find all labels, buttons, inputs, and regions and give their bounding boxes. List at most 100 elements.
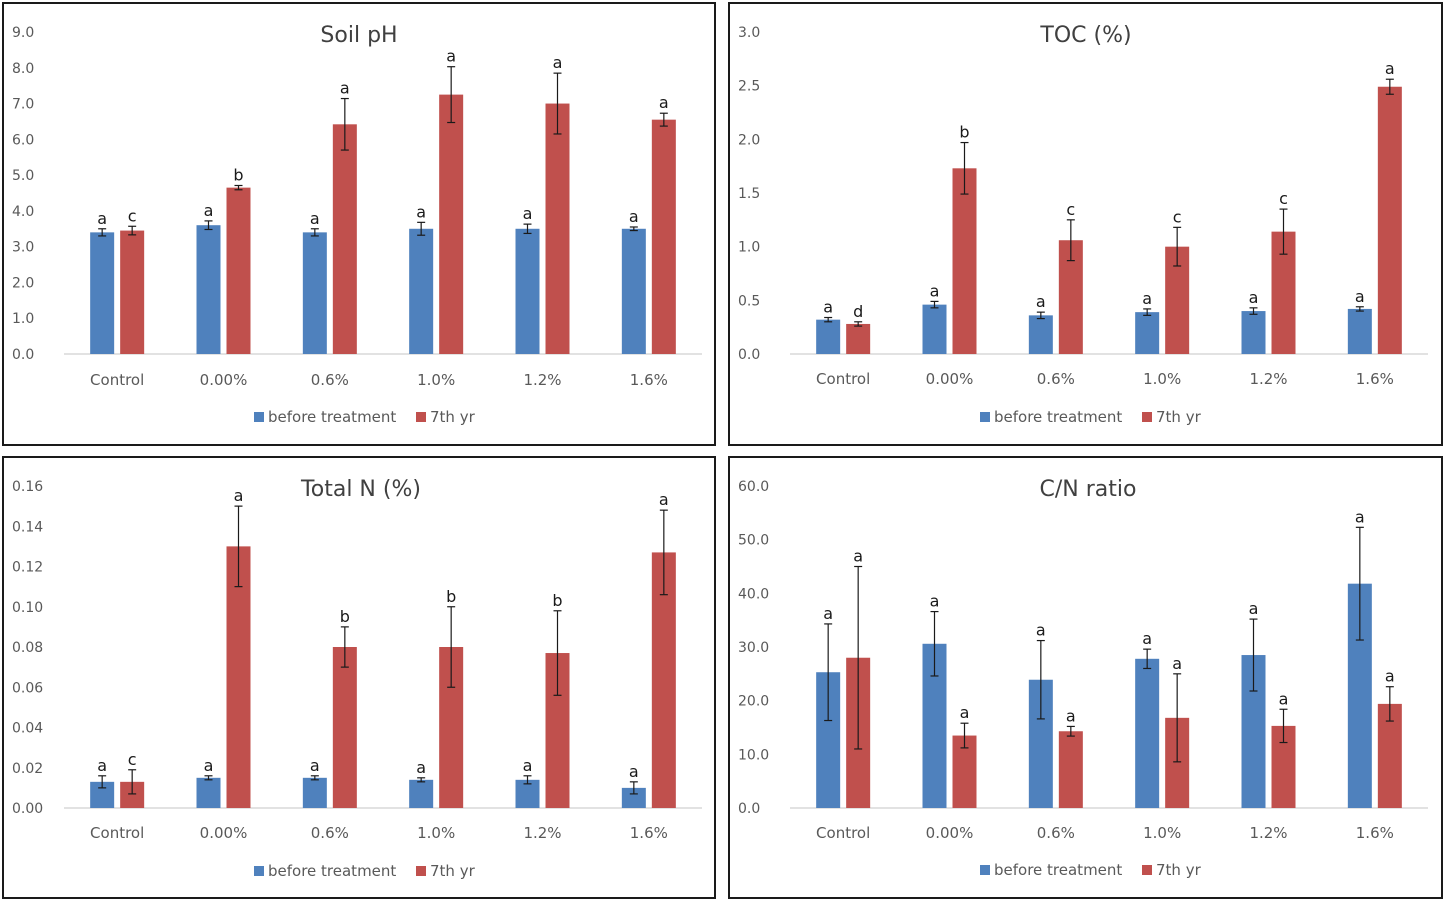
- y-tick-label: 2.0: [12, 275, 34, 291]
- significance-label: a: [446, 47, 456, 66]
- chart-total-n: Total N (%) 0.00 0.02 0.04 0.06 0.08 0.10 0.12 0…: [12, 477, 702, 880]
- significance-label: a: [629, 207, 639, 226]
- legend-swatch-before: [980, 865, 990, 875]
- y-tick-label: 4.0: [12, 204, 34, 220]
- significance-label: a: [659, 490, 669, 509]
- bar-before: [302, 777, 327, 808]
- legend-label-after: 7th yr: [430, 408, 476, 426]
- bar-before: [1028, 315, 1053, 354]
- significance-label: a: [823, 298, 833, 317]
- significance-label: a: [416, 758, 426, 777]
- bar-before: [409, 228, 434, 354]
- bar-before: [922, 304, 947, 354]
- legend-swatch-before: [980, 412, 990, 422]
- y-tick-label: 9.0: [12, 25, 34, 41]
- y-tick-label: 7.0: [12, 97, 34, 113]
- y-tick-label: 0.12: [12, 560, 43, 576]
- significance-label: a: [629, 762, 639, 781]
- significance-label: c: [128, 206, 137, 225]
- x-tick-label: 1.0%: [1143, 370, 1181, 388]
- significance-label: a: [930, 592, 940, 611]
- bar-after: [120, 230, 145, 354]
- significance-label: a: [1142, 629, 1152, 648]
- bar-after: [332, 647, 357, 808]
- significance-label: c: [1173, 207, 1182, 226]
- bar-after: [952, 168, 977, 354]
- significance-label: d: [853, 302, 863, 321]
- x-tick-label: 1.6%: [630, 371, 668, 389]
- significance-label: a: [1036, 292, 1046, 311]
- bar-before: [1135, 312, 1160, 354]
- y-tick-label: 0.02: [12, 761, 43, 777]
- x-tick-label: 1.0%: [1143, 824, 1181, 842]
- y-tick-label: 60.0: [738, 479, 769, 495]
- bar-before: [816, 319, 841, 354]
- bar-before: [1241, 311, 1266, 354]
- chart-title: TOC (%): [1039, 23, 1131, 48]
- bar-after: [226, 546, 251, 808]
- legend: before treatment 7th yr: [980, 861, 1202, 879]
- significance-label: b: [959, 123, 969, 142]
- chart-panel-soil-ph: Soil pH 0.0 1.0 2.0 3.0 4.0 5.0 6.0 7.0 8.0 9.0 a c C…: [2, 2, 716, 446]
- y-tick-label: 3.0: [12, 240, 34, 256]
- y-tick-label: 0.10: [12, 600, 43, 616]
- significance-label: a: [310, 756, 320, 775]
- significance-label: a: [204, 756, 214, 775]
- bar-after: [1058, 731, 1083, 808]
- significance-label: a: [960, 703, 970, 722]
- y-tick-label: 0.08: [12, 640, 43, 656]
- significance-label: a: [659, 93, 669, 112]
- significance-label: a: [234, 486, 244, 505]
- significance-label: a: [416, 202, 426, 221]
- y-tick-label: 0.0: [738, 347, 760, 363]
- significance-label: a: [523, 756, 533, 775]
- y-tick-label: 0.5: [738, 293, 760, 309]
- significance-label: a: [1279, 689, 1289, 708]
- y-tick-label: 0.06: [12, 680, 43, 696]
- y-tick-label: 20.0: [738, 694, 769, 710]
- significance-label: a: [1249, 288, 1259, 307]
- legend-label-before: before treatment: [994, 861, 1122, 879]
- bar-after: [120, 781, 145, 808]
- y-tick-label: 6.0: [12, 132, 34, 148]
- bar-after: [651, 119, 676, 355]
- legend: before treatment 7th yr: [254, 408, 476, 426]
- significance-label: a: [823, 604, 833, 623]
- significance-label: c: [128, 750, 137, 769]
- x-tick-label: 0.00%: [200, 824, 248, 842]
- legend-swatch-before: [254, 412, 264, 422]
- x-tick-label: Control: [816, 370, 870, 388]
- x-tick-label: 1.6%: [1356, 824, 1394, 842]
- chart-panel-total-n: Total N (%) 0.00 0.02 0.04 0.06 0.08 0.10 0.12 0…: [2, 456, 716, 899]
- legend-swatch-before: [254, 866, 264, 876]
- significance-label: a: [204, 201, 214, 220]
- significance-label: a: [1142, 289, 1152, 308]
- legend-swatch-after: [1142, 412, 1152, 422]
- significance-label: a: [853, 547, 863, 566]
- x-tick-label: 0.6%: [1037, 824, 1075, 842]
- significance-label: b: [340, 607, 350, 626]
- legend-label-after: 7th yr: [1156, 861, 1202, 879]
- bar-before: [196, 225, 221, 354]
- legend: before treatment 7th yr: [254, 862, 476, 880]
- significance-label: b: [446, 587, 456, 606]
- legend-label-before: before treatment: [268, 408, 396, 426]
- x-tick-label: 1.0%: [417, 824, 455, 842]
- x-tick-label: Control: [816, 824, 870, 842]
- x-tick-label: 1.2%: [523, 371, 561, 389]
- x-tick-label: 1.0%: [417, 371, 455, 389]
- significance-label: c: [1066, 200, 1075, 219]
- significance-label: a: [1385, 59, 1395, 78]
- x-tick-label: 0.00%: [200, 371, 248, 389]
- y-tick-label: 1.5: [738, 186, 760, 202]
- legend-swatch-after: [416, 412, 426, 422]
- significance-label: b: [552, 591, 562, 610]
- bar-before: [1135, 658, 1160, 808]
- significance-label: a: [1036, 621, 1046, 640]
- chart-cn-ratio: C/N ratio 0.0 10.0 20.0 30.0 40.0 50.0 60.0 a a Co…: [738, 477, 1428, 879]
- x-tick-label: 0.00%: [926, 370, 974, 388]
- legend-label-before: before treatment: [994, 408, 1122, 426]
- significance-label: a: [1066, 706, 1076, 725]
- chart-title: C/N ratio: [1040, 477, 1137, 502]
- significance-label: c: [1279, 189, 1288, 208]
